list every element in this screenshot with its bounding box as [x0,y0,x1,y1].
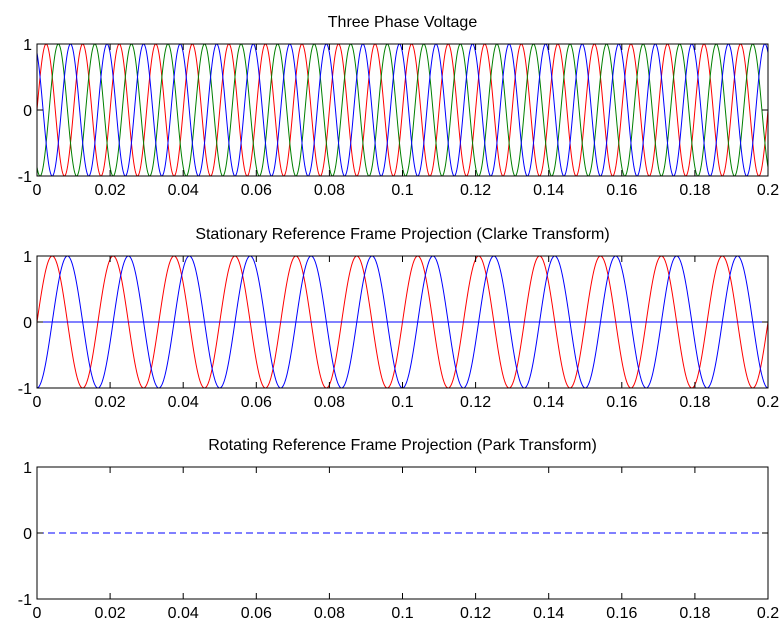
x-tick-label: 0.2 [757,394,779,411]
clarke-panel: Stationary Reference Frame Projection (C… [18,226,779,411]
x-tick-label: 0.18 [679,605,710,622]
chart-title: Rotating Reference Frame Projection (Par… [208,437,597,454]
x-tick-label: 0.1 [391,182,413,199]
series-line-2 [36,43,769,177]
y-tick-label: 1 [23,460,32,477]
x-tick-label: 0.2 [757,182,779,199]
y-tick-label: 0 [23,315,32,332]
x-tick-label: 0.12 [460,605,491,622]
x-tick-label: 0.08 [314,394,345,411]
x-tick-label: 0.18 [679,394,710,411]
x-tick-label: 0.04 [168,605,199,622]
x-tick-label: 0.16 [606,605,637,622]
y-tick-label: 0 [23,103,32,120]
x-tick-label: 0.02 [95,182,126,199]
x-tick-label: 0.18 [679,182,710,199]
y-tick-label: -1 [18,169,32,186]
x-tick-label: 0.16 [606,182,637,199]
x-tick-label: 0.1 [391,605,413,622]
x-tick-label: 0 [33,394,42,411]
y-tick-label: -1 [18,592,32,609]
x-tick-label: 0.08 [314,605,345,622]
x-tick-label: 0.04 [168,394,199,411]
chart-title: Stationary Reference Frame Projection (C… [195,226,609,243]
y-tick-label: 1 [23,249,32,266]
chart-title: Three Phase Voltage [328,14,478,31]
x-tick-label: 0.02 [95,605,126,622]
x-tick-label: 0.06 [241,394,272,411]
park-panel: Rotating Reference Frame Projection (Par… [18,437,779,622]
x-tick-label: 0.06 [241,605,272,622]
series-line-3 [36,43,769,177]
y-tick-label: 1 [23,37,32,54]
x-tick-label: 0.02 [95,394,126,411]
x-tick-label: 0.04 [168,182,199,199]
x-tick-label: 0.14 [533,182,564,199]
x-tick-label: 0.12 [460,394,491,411]
x-tick-label: 0.12 [460,182,491,199]
x-tick-label: 0 [33,182,42,199]
series-line-1 [36,43,769,177]
three-phase-panel: Three Phase Voltage 0 0.02 0.04 0.06 0.08 0.1 0… [18,14,779,199]
x-tick-label: 0.06 [241,182,272,199]
y-tick-label: -1 [18,381,32,398]
x-tick-label: 0.14 [533,394,564,411]
y-tick-label: 0 [23,526,32,543]
x-tick-label: 0.2 [757,605,779,622]
x-tick-label: 0.14 [533,605,564,622]
x-tick-label: 0 [33,605,42,622]
x-tick-label: 0.1 [391,394,413,411]
x-tick-label: 0.16 [606,394,637,411]
x-tick-label: 0.08 [314,182,345,199]
